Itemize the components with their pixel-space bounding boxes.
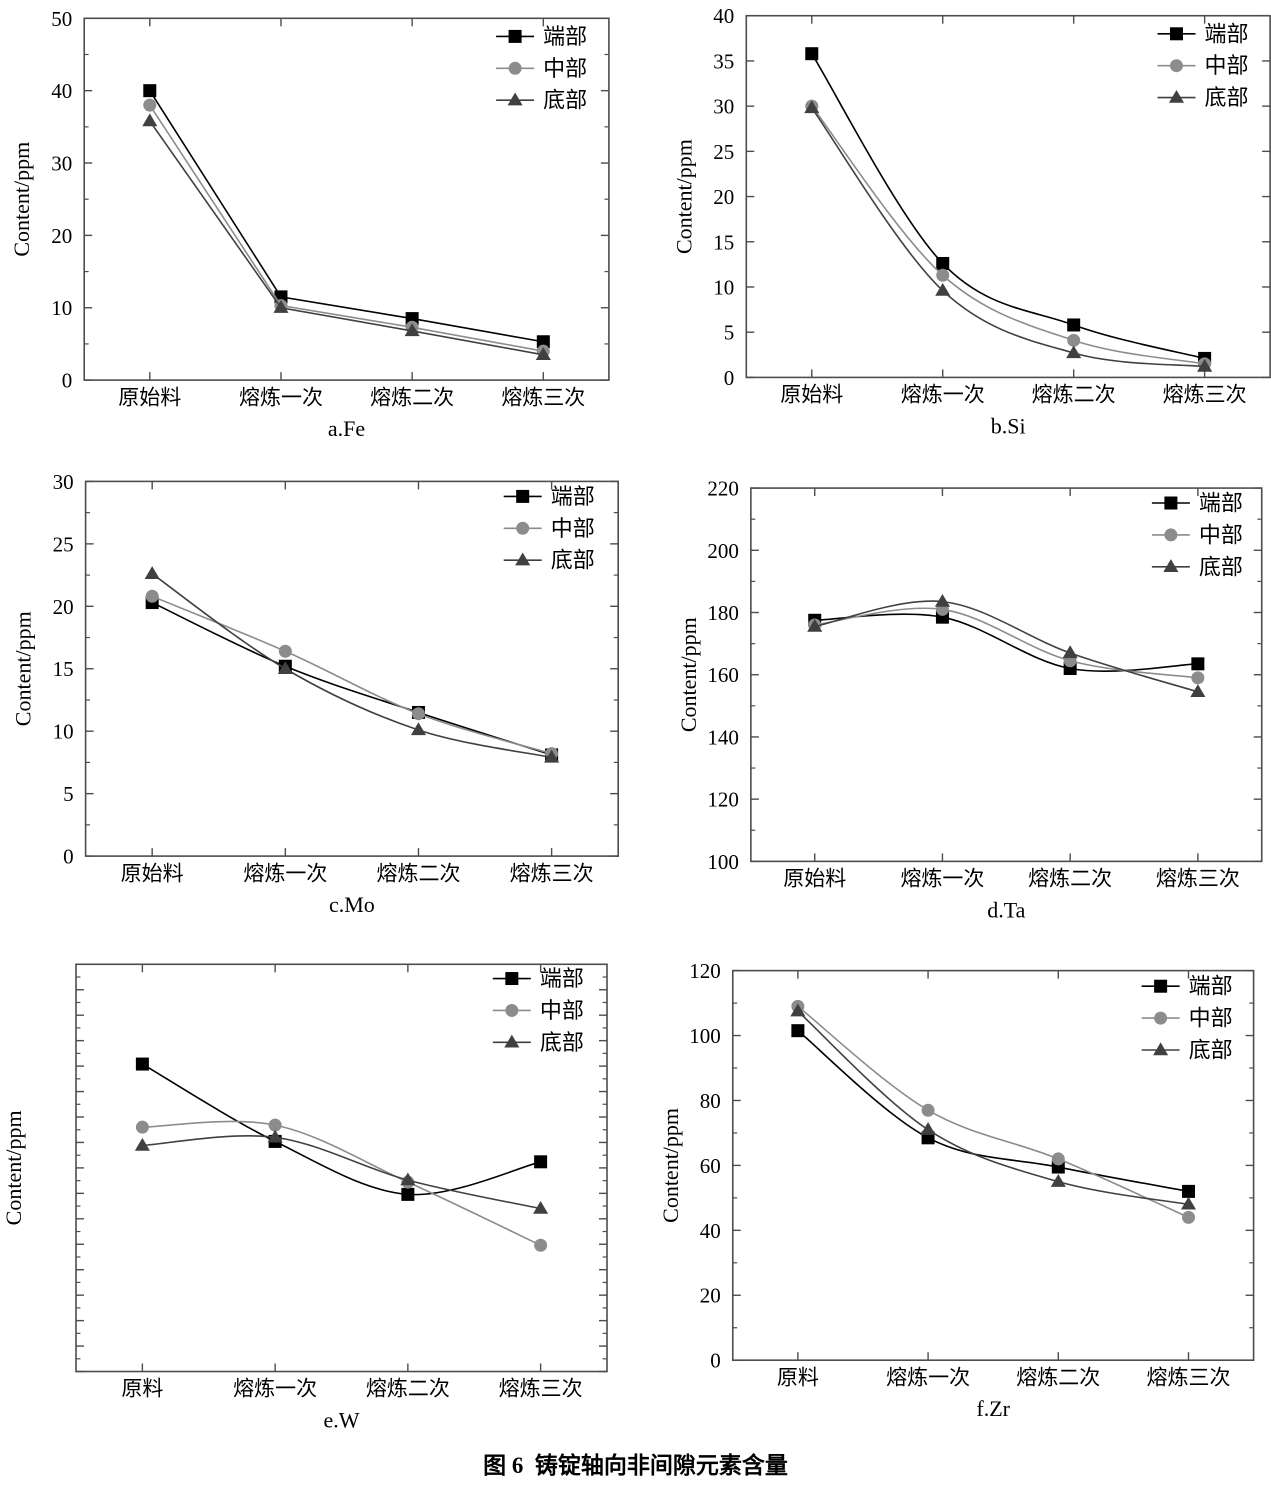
svg-text:熔炼三次: 熔炼三次 <box>1147 1365 1231 1389</box>
svg-text:100: 100 <box>689 1024 721 1048</box>
svg-text:50: 50 <box>51 7 72 31</box>
svg-text:40: 40 <box>51 79 72 103</box>
svg-text:底部: 底部 <box>1204 85 1248 110</box>
svg-text:原始料: 原始料 <box>783 867 846 891</box>
svg-text:10: 10 <box>51 296 72 320</box>
svg-text:15: 15 <box>713 230 734 254</box>
svg-text:熔炼三次: 熔炼三次 <box>501 385 585 409</box>
svg-text:0: 0 <box>62 369 73 393</box>
svg-text:熔炼二次: 熔炼二次 <box>1016 1365 1100 1389</box>
svg-text:e.W: e.W <box>323 1408 359 1433</box>
svg-text:底部: 底部 <box>551 548 595 573</box>
svg-text:Content/ppm: Content/ppm <box>671 139 696 254</box>
svg-text:220: 220 <box>707 477 739 501</box>
svg-text:中部: 中部 <box>1189 1006 1233 1031</box>
svg-text:0: 0 <box>710 1349 721 1373</box>
svg-text:熔炼一次: 熔炼一次 <box>233 1377 317 1401</box>
svg-text:35: 35 <box>713 49 734 73</box>
svg-text:熔炼一次: 熔炼一次 <box>886 1365 970 1389</box>
svg-text:20: 20 <box>713 185 734 209</box>
svg-text:40: 40 <box>700 1219 721 1243</box>
svg-text:熔炼三次: 熔炼三次 <box>499 1377 583 1401</box>
svg-text:熔炼一次: 熔炼一次 <box>239 385 323 409</box>
svg-text:180: 180 <box>707 601 739 625</box>
svg-text:熔炼二次: 熔炼二次 <box>1032 383 1116 407</box>
svg-text:熔炼二次: 熔炼二次 <box>366 1377 450 1401</box>
svg-text:端部: 端部 <box>1204 21 1248 46</box>
svg-text:端部: 端部 <box>540 966 584 991</box>
svg-text:熔炼三次: 熔炼三次 <box>510 861 594 885</box>
svg-text:15: 15 <box>53 657 74 681</box>
svg-text:熔炼二次: 熔炼二次 <box>370 385 454 409</box>
svg-text:100: 100 <box>707 850 739 874</box>
svg-text:底部: 底部 <box>1199 554 1243 579</box>
svg-text:中部: 中部 <box>1199 522 1243 547</box>
svg-text:f.Zr: f.Zr <box>976 1396 1010 1421</box>
svg-text:底部: 底部 <box>1189 1037 1233 1062</box>
svg-text:10: 10 <box>713 275 734 299</box>
svg-text:熔炼二次: 熔炼二次 <box>1028 867 1112 891</box>
svg-text:中部: 中部 <box>1204 53 1248 78</box>
svg-text:Content/ppm: Content/ppm <box>9 142 34 257</box>
svg-text:5: 5 <box>63 782 74 806</box>
svg-text:120: 120 <box>707 788 739 812</box>
svg-text:200: 200 <box>707 539 739 563</box>
svg-text:140: 140 <box>707 725 739 749</box>
svg-text:40: 40 <box>713 4 734 28</box>
svg-text:c.Mo: c.Mo <box>329 892 375 917</box>
svg-text:25: 25 <box>53 532 74 556</box>
svg-text:20: 20 <box>51 224 72 248</box>
svg-text:熔炼三次: 熔炼三次 <box>1163 383 1247 407</box>
svg-text:熔炼一次: 熔炼一次 <box>900 867 984 891</box>
svg-text:熔炼一次: 熔炼一次 <box>901 383 985 407</box>
svg-text:底部: 底部 <box>540 1030 584 1055</box>
svg-text:120: 120 <box>689 959 721 983</box>
svg-text:端部: 端部 <box>1189 974 1233 999</box>
svg-text:60: 60 <box>700 1154 721 1178</box>
svg-text:中部: 中部 <box>551 516 595 541</box>
svg-text:原料: 原料 <box>121 1377 163 1401</box>
svg-text:中部: 中部 <box>543 56 587 81</box>
svg-text:底部: 底部 <box>543 88 587 113</box>
svg-text:原始料: 原始料 <box>780 383 843 407</box>
svg-text:a.Fe: a.Fe <box>328 416 365 441</box>
svg-text:d.Ta: d.Ta <box>987 897 1025 922</box>
svg-text:25: 25 <box>713 140 734 164</box>
svg-text:熔炼三次: 熔炼三次 <box>1156 867 1240 891</box>
svg-text:b.Si: b.Si <box>991 413 1026 438</box>
svg-text:熔炼一次: 熔炼一次 <box>243 861 327 885</box>
svg-text:Content/ppm: Content/ppm <box>676 617 701 732</box>
svg-text:熔炼二次: 熔炼二次 <box>376 861 460 885</box>
svg-text:160: 160 <box>707 663 739 687</box>
svg-text:端部: 端部 <box>1199 490 1243 515</box>
svg-text:端部: 端部 <box>551 484 595 509</box>
svg-text:中部: 中部 <box>540 998 584 1023</box>
svg-text:Content/ppm: Content/ppm <box>11 611 36 726</box>
svg-text:0: 0 <box>724 366 735 390</box>
svg-text:Content/ppm: Content/ppm <box>658 1108 683 1223</box>
svg-text:10: 10 <box>53 720 74 744</box>
svg-text:30: 30 <box>53 470 74 494</box>
svg-text:80: 80 <box>700 1089 721 1113</box>
svg-text:20: 20 <box>700 1284 721 1308</box>
svg-text:原始料: 原始料 <box>121 861 184 885</box>
svg-text:原始料: 原始料 <box>118 385 181 409</box>
svg-text:30: 30 <box>713 95 734 119</box>
svg-text:0: 0 <box>63 845 74 869</box>
svg-text:20: 20 <box>53 595 74 619</box>
svg-text:Content/ppm: Content/ppm <box>1 1110 26 1225</box>
svg-text:30: 30 <box>51 152 72 176</box>
svg-text:原料: 原料 <box>777 1365 819 1389</box>
svg-text:端部: 端部 <box>543 24 587 49</box>
svg-text:5: 5 <box>724 321 735 345</box>
